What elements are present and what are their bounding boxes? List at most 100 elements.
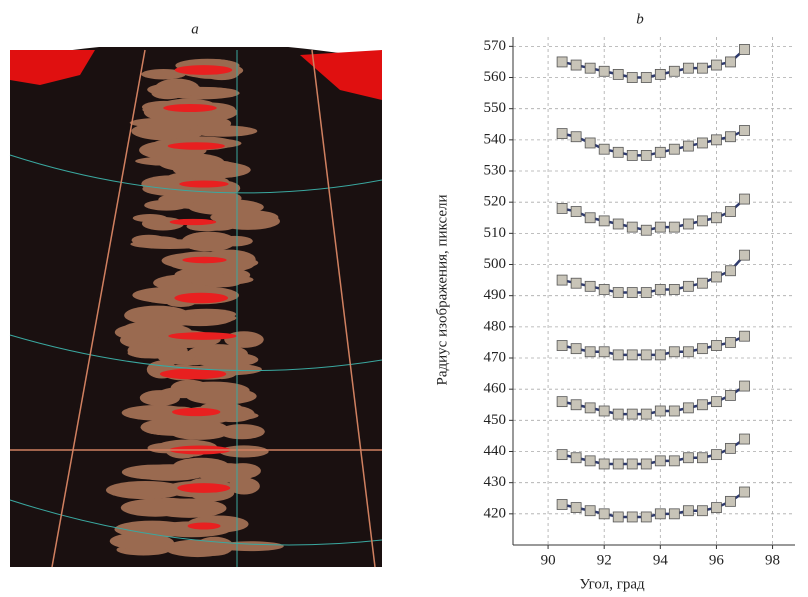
- point-marker: [626, 287, 638, 298]
- point-marker: [612, 408, 624, 420]
- point-marker: [668, 221, 680, 233]
- y-tick-label: 460: [484, 381, 507, 397]
- point-marker: [711, 271, 722, 283]
- radar-echo: [219, 424, 265, 440]
- point-marker: [556, 128, 568, 140]
- point-marker: [612, 458, 624, 470]
- point-marker: [570, 343, 582, 355]
- point-marker: [612, 349, 624, 361]
- x-tick-label: 94: [653, 552, 669, 568]
- radar-core: [174, 65, 233, 75]
- point-marker: [711, 59, 722, 71]
- point-marker: [584, 505, 596, 517]
- radar-echo: [201, 249, 256, 270]
- point-marker: [640, 408, 652, 420]
- radar-echo: [121, 464, 187, 480]
- radar-range-ring: [9, 334, 383, 372]
- point-marker: [697, 505, 708, 517]
- point-marker: [584, 346, 596, 358]
- point-marker: [682, 346, 694, 358]
- point-marker: [711, 502, 722, 514]
- radar-core: [182, 256, 227, 264]
- point-marker: [556, 449, 568, 461]
- radar-echo: [158, 153, 225, 172]
- point-marker: [612, 511, 624, 523]
- radar-core: [177, 483, 231, 493]
- point-marker: [668, 65, 680, 77]
- radar-echo: [121, 405, 193, 421]
- point-marker: [612, 287, 624, 298]
- point-marker: [626, 511, 638, 523]
- radar-core: [187, 522, 221, 530]
- radar-edge: [10, 42, 382, 60]
- panel-label: a: [191, 21, 199, 37]
- point-marker: [556, 274, 568, 286]
- radar-echo: [228, 477, 260, 495]
- y-tick-label: 470: [484, 349, 507, 365]
- point-marker: [612, 218, 624, 230]
- point-marker: [739, 125, 750, 136]
- y-tick-label: 560: [484, 69, 507, 85]
- y-tick-label: 480: [484, 318, 507, 334]
- radar-echo: [131, 121, 206, 141]
- y-tick-label: 430: [484, 474, 507, 490]
- radar-echo: [151, 86, 185, 100]
- y-tick-label: 550: [484, 100, 507, 116]
- point-marker: [556, 340, 568, 351]
- point-marker: [654, 284, 666, 295]
- point-marker: [612, 68, 624, 80]
- point-marker: [725, 131, 736, 143]
- point-marker: [598, 65, 610, 77]
- radar-echo: [173, 427, 233, 438]
- y-tick-label: 420: [484, 505, 507, 521]
- point-marker: [682, 402, 694, 414]
- radar-echo: [195, 536, 234, 556]
- radar-echo: [141, 175, 200, 193]
- point-marker: [725, 495, 736, 507]
- radar-echo: [105, 480, 186, 500]
- point-marker: [598, 215, 610, 227]
- point-marker: [711, 212, 722, 224]
- point-marker: [570, 59, 582, 71]
- point-marker: [739, 249, 750, 261]
- point-marker: [584, 137, 596, 149]
- point-marker: [668, 508, 680, 520]
- y-tick-label: 520: [484, 194, 507, 210]
- radar-bearing: [311, 49, 376, 568]
- point-marker: [640, 72, 652, 83]
- radar-core: [179, 180, 229, 188]
- point-marker: [711, 340, 722, 351]
- point-marker: [739, 193, 750, 205]
- x-tick-label: 98: [765, 552, 780, 568]
- point-marker: [654, 221, 666, 233]
- point-marker: [640, 349, 652, 361]
- radar-core: [163, 103, 217, 113]
- point-marker: [682, 218, 694, 230]
- point-marker: [626, 349, 638, 361]
- radar-echo: [219, 445, 269, 458]
- point-marker: [739, 433, 750, 445]
- point-marker: [697, 343, 708, 355]
- point-marker: [682, 280, 694, 292]
- point-marker: [640, 150, 652, 161]
- point-marker: [654, 146, 666, 158]
- radar-core: [159, 368, 227, 380]
- y-axis-label: Радиус изображения, пиксели: [434, 195, 450, 386]
- x-tick-label: 92: [597, 552, 612, 568]
- point-marker: [654, 349, 666, 361]
- point-marker: [725, 442, 736, 454]
- radar-core: [172, 407, 221, 417]
- point-marker: [682, 140, 694, 152]
- point-marker: [668, 284, 680, 295]
- point-marker: [668, 346, 680, 358]
- point-marker: [739, 486, 750, 498]
- point-marker: [584, 402, 596, 414]
- point-marker: [725, 56, 736, 68]
- point-marker: [697, 215, 708, 227]
- y-tick-label: 440: [484, 443, 507, 459]
- x-tick-label: 96: [709, 552, 725, 568]
- point-marker: [739, 44, 750, 55]
- point-marker: [556, 56, 568, 68]
- point-marker: [654, 405, 666, 417]
- radar-core: [168, 332, 237, 340]
